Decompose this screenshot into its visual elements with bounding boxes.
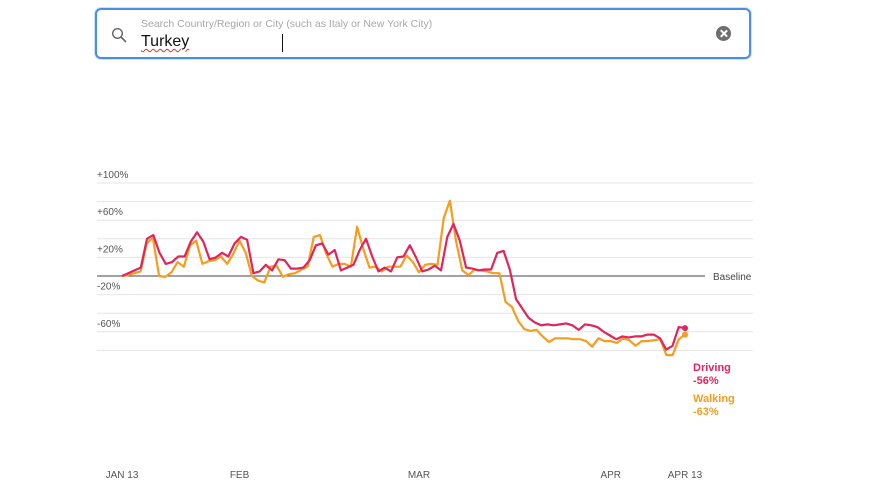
x-tick-label: APR 13	[668, 470, 703, 481]
search-icon	[111, 27, 127, 43]
y-tick-label: +100%	[97, 170, 129, 181]
series-value-label: -56%	[693, 375, 719, 387]
series-endpoint-driving	[682, 325, 688, 332]
series-value-label: -63%	[693, 406, 719, 418]
y-tick-label: -20%	[97, 282, 120, 293]
series-end-labels: Driving-56% Walking-63%	[693, 362, 735, 418]
baseline-label: Baseline	[713, 272, 752, 283]
series-name-label: Driving	[693, 362, 731, 374]
text-cursor	[282, 34, 283, 52]
y-tick-label: -60%	[97, 319, 120, 330]
series-line-walking	[121, 199, 686, 357]
y-axis-ticks: +100% +60% +20% -20% -60%	[97, 170, 129, 330]
x-tick-label: APR	[600, 470, 621, 481]
y-tick-label: +60%	[97, 207, 123, 218]
clear-circle-x-icon[interactable]	[716, 26, 731, 41]
series-endpoint-walking	[682, 331, 688, 338]
series-name-label: Walking	[693, 393, 735, 405]
search-input[interactable]: Turkey	[141, 33, 190, 50]
x-tick-label: FEB	[230, 470, 250, 481]
x-tick-label: MAR	[408, 470, 430, 481]
search-box[interactable]: Search Country/Region or City (such as I…	[95, 8, 751, 59]
series-lines	[121, 199, 688, 357]
series-line-driving	[121, 222, 686, 351]
search-placeholder: Search Country/Region or City (such as I…	[141, 18, 433, 30]
x-tick-label: JAN 13	[106, 470, 139, 481]
y-tick-label: +20%	[97, 244, 123, 255]
x-axis-ticks: JAN 13 FEB MAR APR APR 13	[106, 470, 703, 481]
gridlines	[97, 182, 753, 351]
